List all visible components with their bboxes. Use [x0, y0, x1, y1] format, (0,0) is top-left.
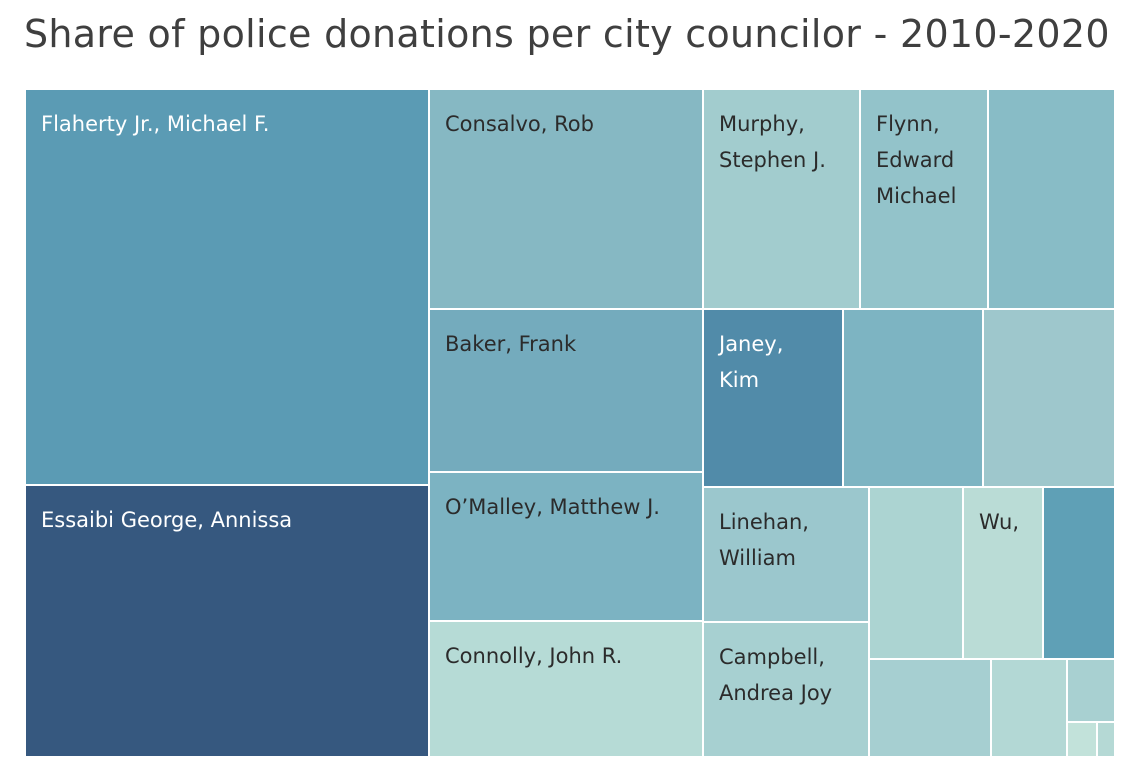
treemap-label-line: Campbell,	[719, 645, 825, 669]
treemap-label-flaherty-jr-michael-f: Flaherty Jr., Michael F.	[41, 112, 269, 136]
treemap-tile-unlabeled-15[interactable]	[1044, 488, 1114, 658]
treemap-label-line: Michael	[876, 184, 956, 208]
treemap-tile-linehan-william[interactable]	[704, 488, 868, 621]
treemap-label-line: O’Malley, Matthew J.	[445, 495, 660, 519]
treemap-tile-flynn-edward-michael[interactable]	[861, 90, 987, 308]
treemap-label-line: Flynn,	[876, 112, 940, 136]
treemap-tile-essaibi-george-annissa[interactable]	[26, 486, 428, 756]
treemap-tile-murphy-stephen-j[interactable]	[704, 90, 859, 308]
treemap-label-janey-kim: Janey, Kim	[717, 332, 783, 392]
treemap-tile-campbell-andrea-joy[interactable]	[704, 623, 868, 756]
treemap-label-line: Baker, Frank	[445, 332, 577, 356]
treemap-label-line: Wu,	[979, 510, 1019, 534]
treemap-label-line: Janey,	[717, 332, 783, 356]
treemap-tile-janey-kim[interactable]	[704, 310, 842, 486]
treemap-tile-unlabeled-10[interactable]	[844, 310, 982, 486]
treemap-tile-flaherty-jr-michael-f[interactable]	[26, 90, 428, 484]
treemap-label-line: Andrea Joy	[719, 681, 832, 705]
treemap-label-line: Kim	[719, 368, 759, 392]
treemap-label-campbell-andrea-joy: Campbell, Andrea Joy	[719, 645, 832, 705]
treemap-tile-unlabeled-19[interactable]	[1068, 660, 1114, 721]
treemap-label-line: William	[719, 546, 796, 570]
treemap-tile-unlabeled-13[interactable]	[870, 488, 962, 658]
treemap-label-connolly-john-r: Connolly, John R.	[445, 644, 622, 668]
treemap-label-line: Connolly, John R.	[445, 644, 622, 668]
treemap-tile-connolly-john-r[interactable]	[430, 622, 702, 756]
treemap-tile-unlabeled-18[interactable]	[992, 660, 1066, 756]
treemap-tile-unlabeled-17[interactable]	[870, 660, 990, 756]
treemap-tiles: Flaherty Jr., Michael F. Essaibi George, …	[26, 90, 1114, 756]
treemap-label-line: Consalvo, Rob	[445, 112, 594, 136]
treemap-label-line: Linehan,	[719, 510, 809, 534]
treemap-label-line: Edward	[876, 148, 954, 172]
treemap-label-line: Stephen J.	[719, 148, 826, 172]
treemap-tile-o-malley-matthew-j[interactable]	[430, 473, 702, 620]
treemap-tile-wu[interactable]	[964, 488, 1042, 658]
treemap-label-baker-frank: Baker, Frank	[445, 332, 577, 356]
treemap-tile-unlabeled-20[interactable]	[1068, 723, 1096, 756]
treemap-label-wu: Wu,	[979, 510, 1019, 534]
treemap-tile-unlabeled-8[interactable]	[989, 90, 1114, 308]
treemap-tile-baker-frank[interactable]	[430, 310, 702, 471]
treemap-label-murphy-stephen-j: Murphy, Stephen J.	[719, 112, 826, 172]
treemap-label-consalvo-rob: Consalvo, Rob	[445, 112, 594, 136]
treemap-label-linehan-william: Linehan, William	[719, 510, 809, 570]
chart-title: Share of police donations per city counc…	[24, 12, 1110, 56]
treemap-label-flynn-edward-michael: Flynn, Edward Michael	[876, 112, 956, 208]
treemap-label-line: Essaibi George, Annissa	[41, 508, 292, 532]
treemap-label-o-malley-matthew-j: O’Malley, Matthew J.	[445, 495, 660, 519]
treemap-tile-unlabeled-11[interactable]	[984, 310, 1114, 486]
treemap-label-essaibi-george-annissa: Essaibi George, Annissa	[41, 508, 292, 532]
treemap-tile-unlabeled-21[interactable]	[1098, 723, 1114, 756]
treemap-label-line: Flaherty Jr., Michael F.	[41, 112, 269, 136]
treemap-label-line: Murphy,	[719, 112, 805, 136]
treemap-tile-consalvo-rob[interactable]	[430, 90, 702, 308]
